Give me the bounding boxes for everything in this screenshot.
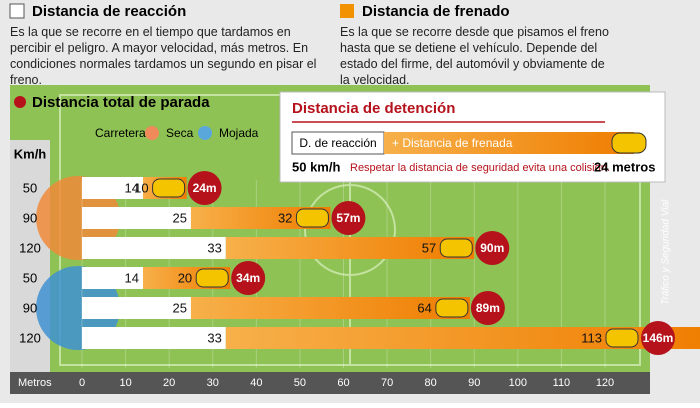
- x-label: Metros: [18, 377, 52, 389]
- bar-label: 33: [207, 330, 221, 345]
- car: [439, 238, 473, 258]
- x-tick-label: 70: [381, 377, 393, 389]
- car: [295, 208, 329, 228]
- total-marker: [187, 171, 222, 205]
- wet-icon: [198, 126, 212, 140]
- car: [435, 298, 469, 318]
- x-tick-label: 60: [337, 377, 349, 389]
- bar-label: 64: [417, 300, 431, 315]
- total-label: 34m: [236, 271, 260, 285]
- bar-segment: [82, 327, 226, 349]
- bar-label: 113: [581, 330, 602, 345]
- total-label: 146m: [643, 331, 674, 345]
- example-label: D. de reacción: [299, 136, 376, 150]
- x-tick-label: 20: [163, 377, 175, 389]
- bar-segment: [190, 297, 470, 319]
- total-marker: [641, 321, 675, 355]
- bar-label: 33: [207, 240, 221, 255]
- example-title: Distancia de detención: [292, 100, 455, 117]
- description: Es la que se recorre en el tiempo que ta…: [10, 25, 316, 87]
- x-tick-label: 10: [119, 377, 131, 389]
- car: [605, 328, 639, 348]
- condition: Seca: [166, 126, 194, 140]
- bar-segment: [82, 267, 144, 289]
- y-tick-label: 120: [19, 240, 41, 255]
- legend-swatch: [340, 4, 354, 18]
- y-tick-label: 120: [19, 330, 41, 345]
- car: [152, 178, 186, 198]
- bar-label: 20: [178, 270, 192, 285]
- car: [611, 132, 647, 154]
- y-label: Km/h: [14, 146, 47, 161]
- x-axis-band: [10, 372, 650, 394]
- total-label: 90m: [480, 241, 504, 255]
- total-label: 24m: [193, 181, 217, 195]
- legend-title: Distancia de frenado: [362, 3, 510, 20]
- speed-panel: [10, 140, 50, 372]
- y-tick-label: 50: [23, 180, 37, 195]
- x-tick-label: 30: [207, 377, 219, 389]
- bar-segment: [82, 297, 191, 319]
- x-tick-label: 80: [425, 377, 437, 389]
- credit: Tráfico y Seguridad Vial: [661, 199, 672, 305]
- bar-segment: [225, 327, 700, 349]
- example-braking: [384, 132, 634, 154]
- bar-segment: [82, 237, 226, 259]
- description: Es la que se recorre desde que pisamos e…: [340, 25, 609, 87]
- example-note: Respetar la distancia de seguridad evita…: [350, 162, 610, 174]
- bar-segment: [190, 207, 331, 229]
- bar-segment: [225, 237, 475, 259]
- bar-label: 57: [422, 240, 436, 255]
- total-marker: [475, 231, 510, 265]
- total-label: 57m: [336, 211, 360, 225]
- x-tick-label: 110: [553, 377, 571, 389]
- y-tick-label: 50: [23, 270, 37, 285]
- bar-segment: [82, 207, 191, 229]
- title-dot: [14, 96, 26, 108]
- conditions-label: Carretera: [95, 126, 146, 140]
- bar-label: 25: [172, 300, 186, 315]
- total-marker: [231, 261, 266, 295]
- bar-label: 14: [125, 180, 139, 195]
- x-tick-label: 0: [79, 377, 85, 389]
- condition: Mojada: [219, 126, 259, 140]
- chart-title: Distancia total de parada: [32, 94, 210, 111]
- total-marker: [470, 291, 505, 325]
- car: [195, 268, 229, 288]
- legend-title: Distancia de reacción: [32, 3, 186, 20]
- dry-icon: [145, 126, 159, 140]
- example-distance: 24 metros: [594, 159, 655, 174]
- x-tick-label: 120: [596, 377, 614, 389]
- example-speed: 50 km/h: [292, 159, 340, 174]
- total-label: 89m: [476, 301, 500, 315]
- bar-label: 10: [134, 180, 148, 195]
- y-tick-label: 90: [23, 210, 37, 225]
- example-label: + Distancia de frenada: [392, 136, 513, 150]
- x-tick-label: 50: [294, 377, 306, 389]
- y-tick-label: 90: [23, 300, 37, 315]
- bar-segment: [82, 177, 144, 199]
- x-tick-label: 90: [468, 377, 480, 389]
- bar-label: 25: [172, 210, 186, 225]
- bar-label: 14: [125, 270, 139, 285]
- x-tick-label: 40: [250, 377, 262, 389]
- legend-swatch: [9, 3, 25, 19]
- total-marker: [331, 201, 366, 235]
- bar-label: 32: [278, 210, 292, 225]
- x-tick-label: 100: [509, 377, 527, 389]
